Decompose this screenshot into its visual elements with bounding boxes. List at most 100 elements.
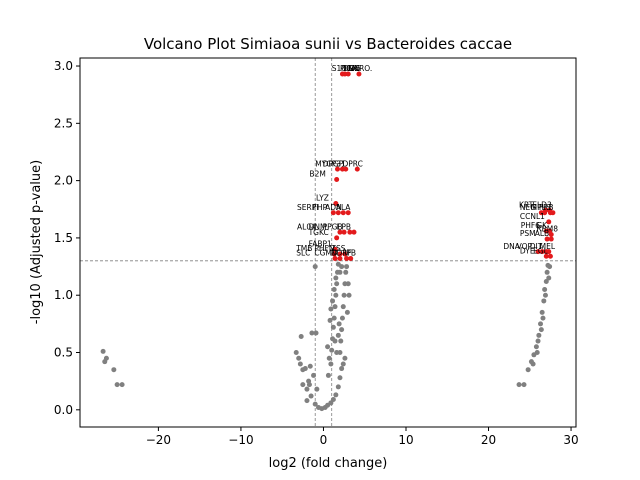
significant-point-mel xyxy=(546,249,552,255)
non-significant-point xyxy=(330,396,336,402)
significant-point-ipb xyxy=(348,256,354,262)
significant-point-myg xyxy=(334,166,340,172)
axes-frame xyxy=(79,57,577,428)
non-significant-point xyxy=(538,327,544,333)
significant-point-cgmd xyxy=(337,256,343,262)
non-significant-point xyxy=(330,324,336,330)
non-significant-point xyxy=(544,269,550,275)
gene-label: S100A6 xyxy=(332,64,361,73)
non-significant-point xyxy=(325,372,331,378)
non-significant-point xyxy=(307,363,313,369)
significant-point-alb xyxy=(548,236,554,242)
x-tick-label: 10 xyxy=(398,433,413,447)
gene-label: GK xyxy=(536,221,548,230)
non-significant-point xyxy=(534,350,540,356)
non-significant-point xyxy=(540,315,546,321)
non-significant-point xyxy=(334,350,340,356)
plot-area: S100A6PIGRDCNNCRO.MYGDPGPP31DPRCB2MLYZSE… xyxy=(79,57,577,428)
non-significant-point xyxy=(326,355,332,361)
non-significant-point xyxy=(339,327,345,333)
x-tick-label: 0 xyxy=(320,433,328,447)
non-significant-point xyxy=(333,275,339,281)
significant-point-adn xyxy=(340,210,346,216)
non-significant-point xyxy=(298,333,304,339)
significant-point-psm xyxy=(544,236,550,242)
non-significant-point xyxy=(542,292,548,298)
non-significant-point xyxy=(516,382,522,388)
non-significant-point xyxy=(337,375,343,381)
non-significant-point xyxy=(541,298,547,304)
gene-label: DNM xyxy=(309,222,327,231)
gene-label: LYZ xyxy=(316,194,329,203)
non-significant-point xyxy=(331,286,337,292)
non-significant-point xyxy=(332,338,338,344)
x-axis-ticks: −20 −10 0 10 20 30 xyxy=(146,427,579,447)
significant-point-ccnl1 xyxy=(546,219,552,225)
gene-label: CCNL1 xyxy=(520,212,545,221)
non-significant-point xyxy=(547,264,553,270)
gene-label: EPB xyxy=(337,222,351,231)
x-tick-label: −20 xyxy=(146,433,171,447)
significant-point-tmb xyxy=(331,251,337,257)
significant-point-ppgb xyxy=(347,229,353,235)
gene-label: NEG xyxy=(520,203,536,212)
significant-point-b2m xyxy=(334,176,340,182)
gene-label: ALB xyxy=(535,229,549,238)
non-significant-point xyxy=(300,382,306,388)
non-significant-point xyxy=(332,304,338,310)
non-significant-point xyxy=(111,367,117,373)
significant-point-fhp xyxy=(335,210,341,216)
significant-point-epb xyxy=(351,229,357,235)
non-significant-point xyxy=(309,330,315,336)
non-significant-point xyxy=(344,264,350,270)
non-significant-point xyxy=(312,264,318,270)
gene-label: TMB xyxy=(295,244,312,253)
non-significant-point xyxy=(329,347,335,353)
non-significant-point xyxy=(119,382,125,388)
gene-label: MPL xyxy=(531,203,547,212)
y-tick-label: 2.0 xyxy=(54,174,73,188)
gene-label: PHF6 xyxy=(521,221,540,230)
significant-point-ala xyxy=(345,210,351,216)
non-significant-point xyxy=(336,321,342,327)
significant-point-rbm8 xyxy=(548,231,554,237)
y-tick-label: 0.0 xyxy=(54,403,73,417)
non-significant-point xyxy=(330,298,336,304)
gene-label: MYG xyxy=(315,159,332,168)
non-significant-point xyxy=(312,401,318,407)
non-significant-point xyxy=(296,355,302,361)
significant-point-slc xyxy=(332,256,338,262)
non-significant-point xyxy=(333,292,339,298)
non-significant-point xyxy=(334,281,340,287)
non-significant-point xyxy=(344,309,350,315)
non-significant-point xyxy=(339,366,345,372)
gene-label: NCRO. xyxy=(348,64,372,73)
gene-label: VOP xyxy=(517,242,533,251)
gene-label: DNA xyxy=(503,242,520,251)
non-significant-point xyxy=(302,366,308,372)
gene-label: MEL xyxy=(540,242,556,251)
non-significant-point xyxy=(100,348,106,354)
x-tick-label: 20 xyxy=(481,433,496,447)
non-significant-point xyxy=(546,275,552,281)
gene-label: ALA xyxy=(336,203,351,212)
non-significant-point xyxy=(525,367,531,373)
non-significant-point xyxy=(341,292,347,298)
significant-point-serpi xyxy=(330,210,336,216)
non-significant-point xyxy=(297,361,303,367)
significant-point-mpl xyxy=(542,210,548,216)
non-significant-point xyxy=(542,286,548,292)
significant-point-dnm xyxy=(341,229,347,235)
non-significant-point xyxy=(343,269,349,275)
gene-label: P31 xyxy=(332,159,346,168)
non-significant-point xyxy=(335,332,341,338)
gene-label: DIT xyxy=(530,242,543,251)
significant-point-ncro xyxy=(356,71,362,77)
non-significant-point xyxy=(308,393,314,399)
non-significant-point xyxy=(543,278,549,284)
gene-label: DPGP xyxy=(323,159,344,168)
significant-point-tgkc xyxy=(334,235,340,241)
gene-label: PHFN xyxy=(314,244,334,253)
gene-label: KRT xyxy=(519,201,534,210)
